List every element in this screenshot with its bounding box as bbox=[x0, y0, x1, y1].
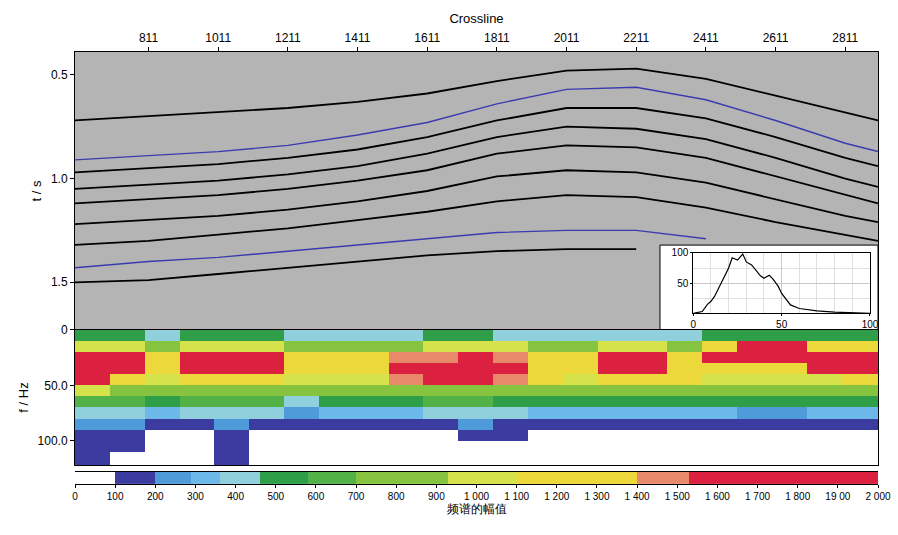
svg-text:0.5: 0.5 bbox=[51, 68, 68, 82]
svg-text:1 100: 1 100 bbox=[504, 491, 529, 502]
svg-text:1 000: 1 000 bbox=[464, 491, 489, 502]
svg-text:2211: 2211 bbox=[623, 31, 649, 45]
svg-text:1 500: 1 500 bbox=[665, 491, 690, 502]
svg-text:50: 50 bbox=[677, 278, 689, 289]
svg-text:50: 50 bbox=[776, 319, 788, 330]
svg-text:800: 800 bbox=[388, 491, 405, 502]
svg-text:1.0: 1.0 bbox=[51, 172, 68, 186]
svg-text:2811: 2811 bbox=[832, 31, 858, 45]
svg-text:1 200: 1 200 bbox=[544, 491, 569, 502]
svg-text:1611: 1611 bbox=[414, 31, 440, 45]
svg-text:0: 0 bbox=[691, 319, 697, 330]
svg-text:600: 600 bbox=[308, 491, 325, 502]
svg-text:2011: 2011 bbox=[554, 31, 580, 45]
svg-text:300: 300 bbox=[187, 491, 204, 502]
svg-text:811: 811 bbox=[139, 31, 158, 45]
svg-text:1411: 1411 bbox=[345, 31, 371, 45]
svg-text:1.5: 1.5 bbox=[51, 275, 68, 289]
svg-text:2 000: 2 000 bbox=[865, 491, 890, 502]
svg-text:0: 0 bbox=[61, 323, 68, 337]
svg-text:频谱的幅值: 频谱的幅值 bbox=[447, 502, 507, 516]
svg-text:Crossline: Crossline bbox=[449, 11, 503, 26]
svg-text:400: 400 bbox=[227, 491, 244, 502]
svg-text:2611: 2611 bbox=[763, 31, 789, 45]
svg-text:t / s: t / s bbox=[29, 180, 44, 201]
svg-text:19 00: 19 00 bbox=[825, 491, 850, 502]
svg-text:100: 100 bbox=[107, 491, 124, 502]
svg-text:1811: 1811 bbox=[484, 31, 510, 45]
svg-text:700: 700 bbox=[348, 491, 365, 502]
svg-text:200: 200 bbox=[147, 491, 164, 502]
svg-text:50.0: 50.0 bbox=[44, 379, 68, 393]
svg-text:100.0: 100.0 bbox=[38, 434, 68, 448]
svg-text:f / Hz: f / Hz bbox=[16, 382, 31, 412]
svg-text:1011: 1011 bbox=[205, 31, 231, 45]
svg-text:1 700: 1 700 bbox=[745, 491, 770, 502]
svg-text:2411: 2411 bbox=[693, 31, 719, 45]
svg-text:900: 900 bbox=[428, 491, 445, 502]
svg-text:1 600: 1 600 bbox=[705, 491, 730, 502]
svg-text:0: 0 bbox=[72, 491, 78, 502]
svg-text:1 400: 1 400 bbox=[625, 491, 650, 502]
svg-text:100: 100 bbox=[672, 247, 689, 258]
svg-text:1 300: 1 300 bbox=[584, 491, 609, 502]
svg-text:100: 100 bbox=[862, 319, 879, 330]
svg-text:1 800: 1 800 bbox=[785, 491, 810, 502]
svg-text:500: 500 bbox=[267, 491, 284, 502]
svg-text:1211: 1211 bbox=[275, 31, 301, 45]
